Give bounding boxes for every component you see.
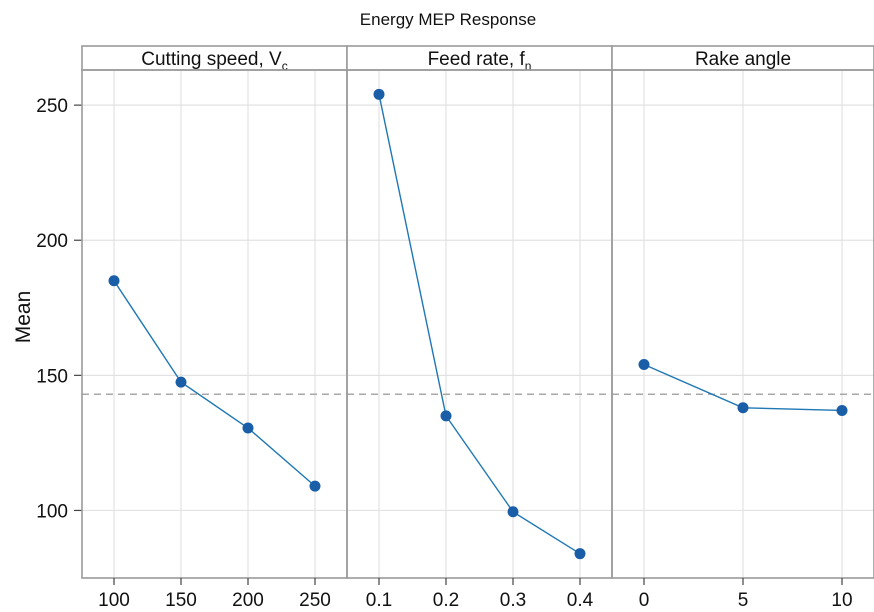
facet-panel: Feed rate, fn 0.1 0.2 0.3 0.4 [346,45,613,611]
data-point [242,422,254,434]
facet-label-subscript: n [525,59,532,73]
facet-panel: Rake angle 0 5 10 [611,45,874,611]
facet-label-subscript: c [282,59,288,73]
y-axis-title: Mean [12,291,35,344]
data-point [108,275,120,287]
data-point [507,506,519,518]
facet-label-main: Rake angle [695,49,791,70]
y-tick-label: 100 [36,501,68,522]
data-point [574,548,586,560]
data-point [440,410,452,422]
x-tick-label: 150 [165,590,197,611]
series-line [113,280,316,487]
x-tick-label: 250 [299,590,331,611]
series-line [378,94,581,555]
facet-panel: Cutting speed, Vc 100 150 200 250 [81,45,348,611]
x-tick-label: 0.4 [567,590,594,611]
x-tick-label: 10 [831,590,852,611]
y-tick-label: 150 [36,366,68,387]
x-tick-label: 0.3 [500,590,526,611]
facet-label-main: Feed rate, f [428,49,526,70]
x-tick-label: 200 [232,590,264,611]
x-tick-label: 0 [639,590,650,611]
x-tick-label: 5 [738,590,749,611]
facet-label: Rake angle [695,49,791,70]
facet-strip [81,45,348,71]
panel-frame [81,69,348,579]
data-point [175,376,187,388]
facet-strip [346,45,613,71]
facet-strip [611,45,874,71]
y-tick-label: 250 [36,96,68,117]
y-tick-label: 200 [36,231,68,252]
data-point [638,359,650,371]
panel-frame [346,69,613,579]
facet-label-main: Cutting speed, V [141,49,282,70]
data-point [737,402,749,414]
data-point [836,404,848,416]
facet-label: Feed rate, fn [428,49,532,73]
chart-title: Energy MEP Response [360,10,536,29]
facet-label: Cutting speed, Vc [141,49,287,73]
data-point [309,480,321,492]
x-tick-label: 0.1 [366,590,392,611]
data-point [373,88,385,100]
x-tick-label: 0.2 [433,590,459,611]
x-tick-label: 100 [98,590,130,611]
